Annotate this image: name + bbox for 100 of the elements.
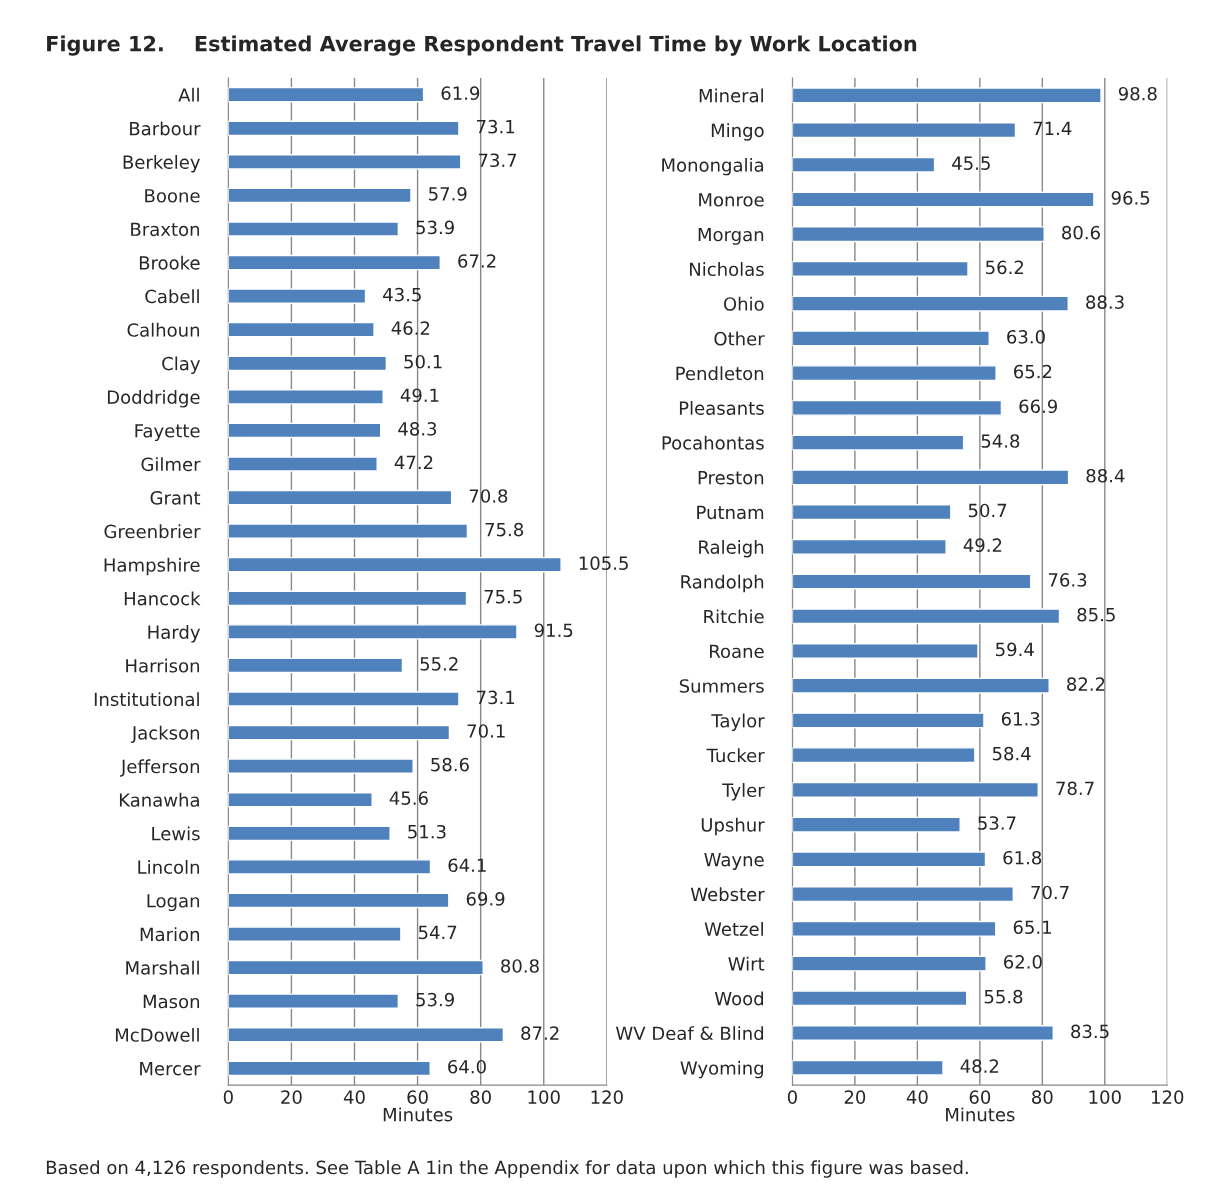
- data-label: 64.0: [448, 1059, 486, 1074]
- bar: [792, 851, 987, 868]
- data-label: 96.5: [1111, 191, 1150, 205]
- data-label: 87.2: [521, 1026, 559, 1040]
- bar: [228, 154, 462, 170]
- bar: [792, 504, 952, 521]
- bar: [228, 221, 400, 237]
- y-tick-label: Pleasants: [679, 401, 764, 415]
- bar: [792, 87, 1102, 104]
- y-tick-label: Wyoming: [680, 1060, 764, 1079]
- bar: [228, 120, 460, 137]
- data-label: 70.1: [467, 724, 505, 738]
- bar: [228, 791, 373, 808]
- bar: [792, 747, 976, 764]
- data-label: 88.3: [1086, 295, 1124, 309]
- data-label: 45.6: [389, 791, 428, 805]
- text: Based on 4,126 respondents. See Table A 1in the Appendix for data upon which this figure was based.: [46, 1160, 968, 1178]
- y-tick-label: Putnam: [697, 505, 764, 520]
- x-tick-label: 0: [223, 1090, 233, 1104]
- y-tick-label: Lincoln: [138, 860, 200, 874]
- data-label: 51.3: [408, 824, 446, 839]
- data-label: 58.6: [431, 757, 469, 772]
- bar: [792, 920, 997, 937]
- chart-title: Figure 12. Estimated Average Respondent Travel Time by Work Location: [47, 35, 917, 56]
- x-axis-title: Minutes: [383, 1107, 453, 1122]
- y-tick-label: Logan: [147, 894, 200, 912]
- bar: [228, 624, 518, 640]
- y-tick-label: All: [178, 87, 199, 102]
- data-label: 56.2: [986, 260, 1024, 275]
- y-tick-label: Pocahontas: [662, 435, 764, 450]
- x-tick-label: 80: [1032, 1090, 1053, 1104]
- y-tick-label: Brooke: [139, 255, 200, 270]
- y-tick-label: Greenbrier: [104, 524, 201, 539]
- y-tick-label: Lewis: [152, 826, 200, 841]
- bar: [792, 295, 1069, 312]
- y-tick-label: Wayne: [704, 853, 764, 870]
- data-label: 98.8: [1118, 86, 1157, 101]
- bar: [228, 993, 400, 1009]
- data-label: 57.9: [429, 187, 467, 201]
- bar: [792, 330, 990, 347]
- bar: [792, 122, 1017, 139]
- bar: [792, 538, 947, 555]
- data-label: 76.3: [1048, 573, 1087, 587]
- bar: [792, 469, 1070, 486]
- data-label: 70.7: [1031, 885, 1069, 900]
- bar: [792, 642, 979, 659]
- bar: [228, 187, 412, 204]
- x-tick-label: 80: [470, 1090, 491, 1104]
- y-tick-label: Grant: [150, 491, 201, 505]
- x-tick-label: 120: [1152, 1090, 1184, 1104]
- bar: [228, 859, 432, 875]
- y-tick-label: Fayette: [135, 424, 200, 442]
- y-tick-label: Nicholas: [689, 262, 764, 277]
- bar: [792, 399, 1003, 416]
- bar: [792, 365, 997, 382]
- bar: [792, 156, 936, 173]
- bar: [228, 758, 414, 774]
- y-tick-label: Braxton: [131, 222, 200, 237]
- bar: [792, 781, 1039, 798]
- y-tick-label: Wirt: [728, 956, 765, 971]
- bar: [228, 926, 402, 942]
- x-tick-label: 0: [787, 1090, 797, 1104]
- data-label: 45.5: [952, 156, 990, 170]
- y-tick-label: Summers: [679, 679, 764, 693]
- y-tick-label: Tyler: [722, 783, 765, 801]
- y-tick-label: Wetzel: [704, 921, 763, 936]
- data-label: 61.9: [441, 86, 480, 100]
- bar: [228, 254, 441, 271]
- data-label: 61.3: [1001, 712, 1040, 726]
- y-tick-label: Berkeley: [123, 155, 201, 173]
- y-tick-label: Monongalia: [662, 157, 764, 176]
- y-tick-label: Webster: [690, 887, 765, 902]
- bar: [792, 608, 1061, 625]
- data-label: 85.5: [1077, 607, 1115, 622]
- data-label: 75.5: [484, 590, 522, 604]
- x-tick-label: 120: [591, 1090, 623, 1104]
- y-tick-label: Hardy: [148, 625, 201, 643]
- bar: [792, 677, 1050, 694]
- bar: [792, 1025, 1054, 1041]
- y-tick-label: Hampshire: [104, 557, 200, 576]
- data-label: 55.8: [984, 989, 1023, 1004]
- bar: [228, 288, 367, 304]
- y-tick-label: Raleigh: [699, 539, 764, 558]
- y-tick-label: Ohio: [723, 296, 764, 311]
- y-tick-label: WV Deaf & Blind: [615, 1026, 764, 1041]
- bar: [228, 321, 375, 338]
- data-label: 71.4: [1033, 121, 1072, 136]
- data-label: 63.0: [1007, 329, 1045, 344]
- bar: [792, 955, 987, 972]
- y-tick-label: Roane: [710, 644, 764, 659]
- y-tick-label: Harrison: [126, 658, 200, 673]
- data-label: 91.5: [534, 623, 573, 638]
- y-tick-label: Marshall: [126, 960, 199, 975]
- bar: [228, 691, 460, 707]
- bar: [792, 712, 985, 729]
- bar: [228, 389, 384, 405]
- x-axis-title: Minutes: [946, 1107, 1015, 1122]
- data-label: 80.8: [501, 959, 539, 973]
- data-label: 50.1: [404, 354, 442, 369]
- bar: [228, 523, 469, 539]
